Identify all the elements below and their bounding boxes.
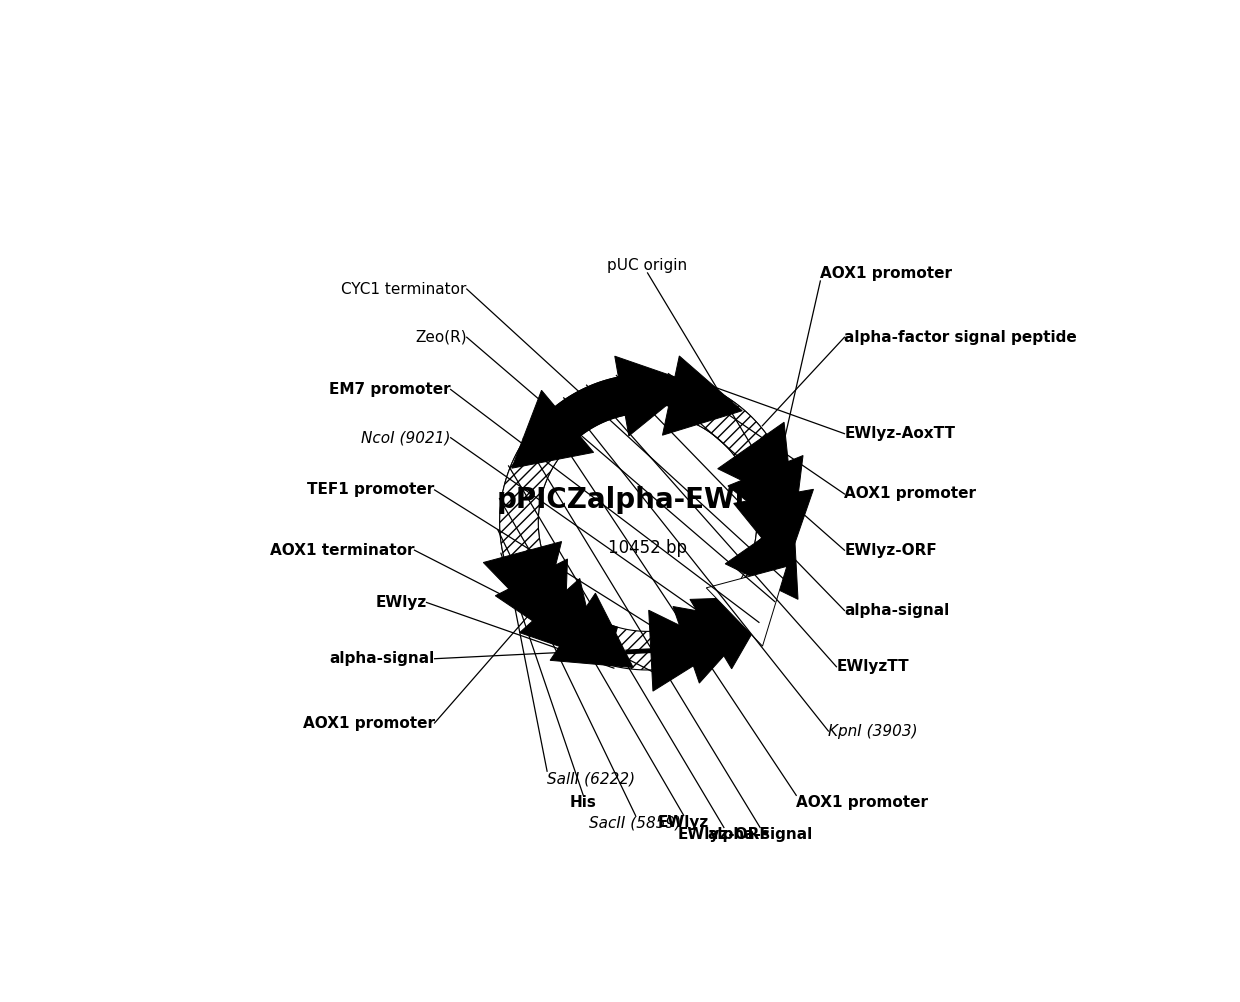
- Polygon shape: [553, 377, 629, 438]
- Polygon shape: [673, 606, 755, 683]
- Text: His: His: [570, 796, 596, 811]
- Polygon shape: [653, 625, 696, 669]
- Text: SalII (6222): SalII (6222): [547, 772, 635, 787]
- Polygon shape: [718, 422, 792, 505]
- Text: EWlyz: EWlyz: [658, 816, 709, 831]
- Polygon shape: [551, 593, 634, 667]
- Text: EWlyzTT: EWlyzTT: [837, 659, 909, 674]
- Polygon shape: [512, 391, 594, 468]
- Polygon shape: [505, 550, 551, 589]
- Text: TEF1 promoter: TEF1 promoter: [308, 482, 434, 497]
- Polygon shape: [734, 489, 813, 568]
- Polygon shape: [704, 601, 750, 649]
- Polygon shape: [671, 378, 769, 459]
- Text: pPICZalpha-EWlyz4: pPICZalpha-EWlyz4: [496, 486, 799, 514]
- Text: AOX1 promoter: AOX1 promoter: [796, 796, 929, 811]
- Text: NcoI (9021): NcoI (9021): [361, 430, 450, 445]
- Text: EWlyz-AoxTT: EWlyz-AoxTT: [844, 426, 956, 441]
- Text: alpha-factor signal peptide: alpha-factor signal peptide: [844, 330, 1078, 345]
- Text: Zeo(R): Zeo(R): [415, 330, 466, 345]
- Polygon shape: [484, 541, 562, 622]
- Polygon shape: [516, 572, 567, 621]
- Polygon shape: [495, 559, 568, 642]
- Text: alpha-signal: alpha-signal: [330, 651, 434, 666]
- Text: EWlyz: EWlyz: [376, 595, 427, 610]
- Polygon shape: [500, 409, 578, 560]
- Text: alpha-signal: alpha-signal: [844, 603, 950, 618]
- Text: 10452 bp: 10452 bp: [608, 539, 687, 557]
- Text: EM7 promoter: EM7 promoter: [329, 382, 450, 397]
- Polygon shape: [538, 595, 587, 644]
- Text: KpnI (3903): KpnI (3903): [828, 723, 918, 738]
- Polygon shape: [520, 578, 599, 659]
- Text: AOX1 promoter: AOX1 promoter: [821, 266, 952, 281]
- Polygon shape: [683, 616, 724, 662]
- Text: AOX1 terminator: AOX1 terminator: [270, 543, 414, 558]
- Text: pUC origin: pUC origin: [608, 258, 688, 273]
- Polygon shape: [649, 610, 724, 691]
- Polygon shape: [723, 592, 761, 628]
- Text: AOX1 promoter: AOX1 promoter: [844, 486, 976, 501]
- Text: EWlyz-ORF: EWlyz-ORF: [844, 543, 937, 558]
- Polygon shape: [745, 467, 795, 587]
- Polygon shape: [728, 456, 804, 538]
- Polygon shape: [565, 612, 618, 664]
- Polygon shape: [500, 377, 795, 670]
- Polygon shape: [749, 467, 794, 503]
- Polygon shape: [737, 437, 785, 481]
- Polygon shape: [707, 566, 787, 646]
- Polygon shape: [725, 516, 799, 599]
- Text: SacII (5859): SacII (5859): [589, 816, 682, 831]
- Text: alpha-signal: alpha-signal: [708, 828, 812, 843]
- Text: AOX1 promoter: AOX1 promoter: [303, 715, 434, 730]
- Text: EWlyz-ORF: EWlyz-ORF: [677, 828, 770, 843]
- Text: CYC1 terminator: CYC1 terminator: [341, 282, 466, 297]
- Polygon shape: [662, 356, 743, 435]
- Polygon shape: [615, 356, 693, 436]
- Polygon shape: [689, 596, 774, 668]
